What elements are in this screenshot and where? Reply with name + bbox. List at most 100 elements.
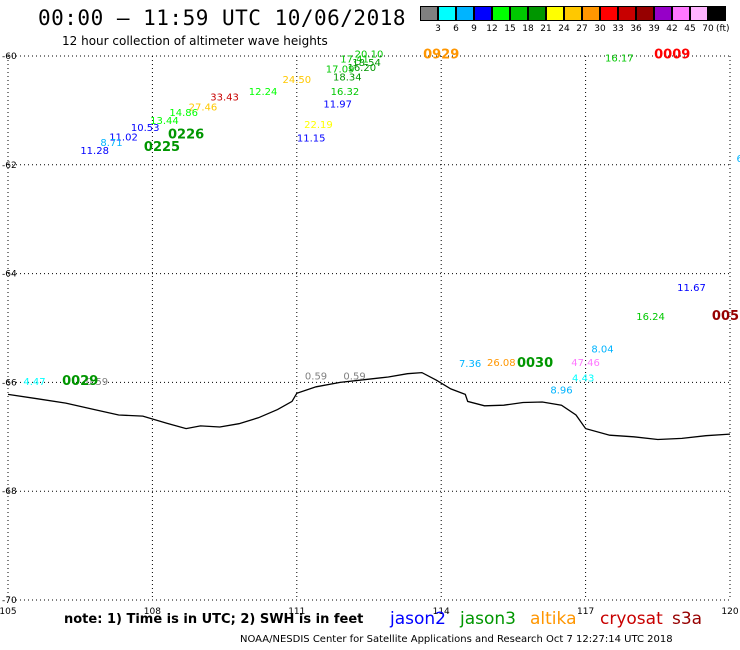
wave-height-value: 13.44	[150, 116, 179, 127]
wave-height-value: 11.97	[323, 100, 352, 111]
wave-height-value: 47.46	[571, 358, 600, 369]
map-subtitle: 12 hour collection of altimeter wave hei…	[62, 34, 328, 48]
wave-height-value: 16.32	[331, 87, 360, 98]
scale-label: 45	[684, 24, 696, 34]
lon-tick-label: 114	[433, 607, 450, 617]
lon-tick-label: 117	[577, 607, 594, 617]
lat-lon-grid	[7, 55, 731, 601]
pass-time-label: 0055	[712, 309, 740, 324]
pass-time-label: 0226	[168, 128, 204, 143]
wave-height-value: 11.28	[80, 146, 109, 157]
pass-time-label: 0030	[517, 356, 553, 371]
wave-height-value: 7.36	[459, 359, 481, 370]
scale-swatch	[654, 6, 672, 21]
pass-time-label: 0029	[62, 374, 98, 389]
scale-swatch	[672, 6, 690, 21]
pass-time-label: 0009	[654, 48, 690, 63]
credit-line: NOAA/NESDIS Center for Satellite Applica…	[240, 634, 673, 645]
legend-altika: altika	[530, 609, 577, 629]
wave-height-value: 4.43	[572, 373, 594, 384]
lat-tick-label: -70	[2, 596, 17, 606]
lon-tick-label: 108	[144, 607, 161, 617]
wave-height-value: 0.59	[86, 377, 108, 388]
lat-tick-label: -60	[2, 52, 17, 62]
scale-swatch	[456, 6, 474, 21]
scale-label: 33	[612, 24, 624, 34]
wave-height-value: 0.59	[305, 372, 327, 383]
wave-height-value: 6	[736, 154, 740, 165]
scale-label: 9	[471, 24, 477, 34]
scale-label: 12	[486, 24, 498, 34]
scale-label: 18	[522, 24, 534, 34]
scale-swatch	[474, 6, 492, 21]
legend-cryosat: cryosat	[600, 609, 663, 629]
scale-swatch	[528, 6, 546, 21]
wave-height-value: 18.34	[333, 72, 362, 83]
wave-height-value: 16.17	[605, 53, 634, 64]
wave-height-value: 17.09	[326, 64, 355, 75]
footer-note: note: 1) Time is in UTC; 2) SWH is in fe…	[64, 612, 364, 627]
scale-swatch	[582, 6, 600, 21]
map-title: 00:00 – 11:59 UTC 10/06/2018	[38, 6, 407, 30]
scale-label: 30	[594, 24, 606, 34]
wave-height-value: 16.20	[347, 63, 376, 74]
scale-swatch	[564, 6, 582, 21]
scale-swatch	[546, 6, 564, 21]
scale-swatch	[510, 6, 528, 21]
scale-swatch	[438, 6, 456, 21]
wave-height-value: 22.19	[304, 120, 333, 131]
lat-tick-label: -64	[2, 270, 17, 280]
scale-swatch	[690, 6, 708, 21]
wave-height-value: 0.59	[343, 372, 365, 383]
scale-label: 39	[648, 24, 660, 34]
wave-height-value: 4.47	[23, 377, 45, 388]
scale-label: 27	[576, 24, 588, 34]
wave-height-value: 11.15	[297, 133, 326, 144]
scale-swatch	[600, 6, 618, 21]
wave-height-value: 18.54	[352, 58, 381, 69]
wave-height-value: 8.04	[591, 344, 613, 355]
legend-s3a: s3a	[672, 609, 703, 629]
wave-height-value: 17.41	[340, 55, 369, 66]
wave-height-value: 10.53	[131, 123, 160, 134]
scale-label: 42	[666, 24, 678, 34]
pass-time-label: 0929	[423, 48, 459, 63]
lon-tick-label: 111	[288, 607, 305, 617]
scale-swatch	[618, 6, 636, 21]
wave-height-value: 20.10	[355, 50, 384, 61]
legend-jason3: jason3	[460, 609, 516, 629]
lon-tick-label: 120	[721, 607, 738, 617]
scale-unit: (ft)	[716, 24, 730, 34]
scale-swatch	[492, 6, 510, 21]
lat-tick-label: -62	[2, 161, 17, 171]
wave-height-value: 33.43	[210, 93, 239, 104]
scale-swatch	[708, 6, 726, 21]
lat-tick-label: -66	[2, 378, 17, 388]
lat-tick-label: -68	[2, 487, 17, 497]
wave-height-value: 27.46	[189, 102, 218, 113]
wave-height-value: 11.02	[109, 132, 138, 143]
lon-tick-label: 105	[0, 607, 17, 617]
scale-label: 6	[453, 24, 459, 34]
legend-jason2: jason2	[390, 609, 446, 629]
scale-swatch	[420, 6, 438, 21]
wave-height-value: 24.50	[282, 75, 311, 86]
scale-label: 36	[630, 24, 642, 34]
scale-label: 70	[702, 24, 714, 34]
antarctic-coastline	[7, 371, 731, 441]
wave-height-value: 8.71	[100, 138, 122, 149]
scale-label: 21	[540, 24, 552, 34]
scale-label: 15	[504, 24, 516, 34]
pass-time-label: 0225	[144, 140, 180, 155]
wave-height-value: 8.96	[550, 385, 572, 396]
wave-height-value: 11.67	[677, 283, 706, 294]
wave-height-value: 26.08	[487, 358, 516, 369]
scale-swatch	[636, 6, 654, 21]
wave-height-value: 14.86	[169, 108, 198, 119]
scale-label: 3	[435, 24, 441, 34]
scale-label: 24	[558, 24, 570, 34]
